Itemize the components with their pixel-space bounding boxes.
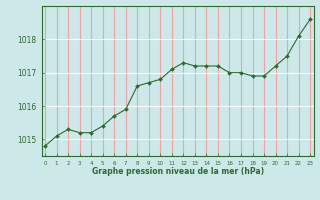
- X-axis label: Graphe pression niveau de la mer (hPa): Graphe pression niveau de la mer (hPa): [92, 167, 264, 176]
